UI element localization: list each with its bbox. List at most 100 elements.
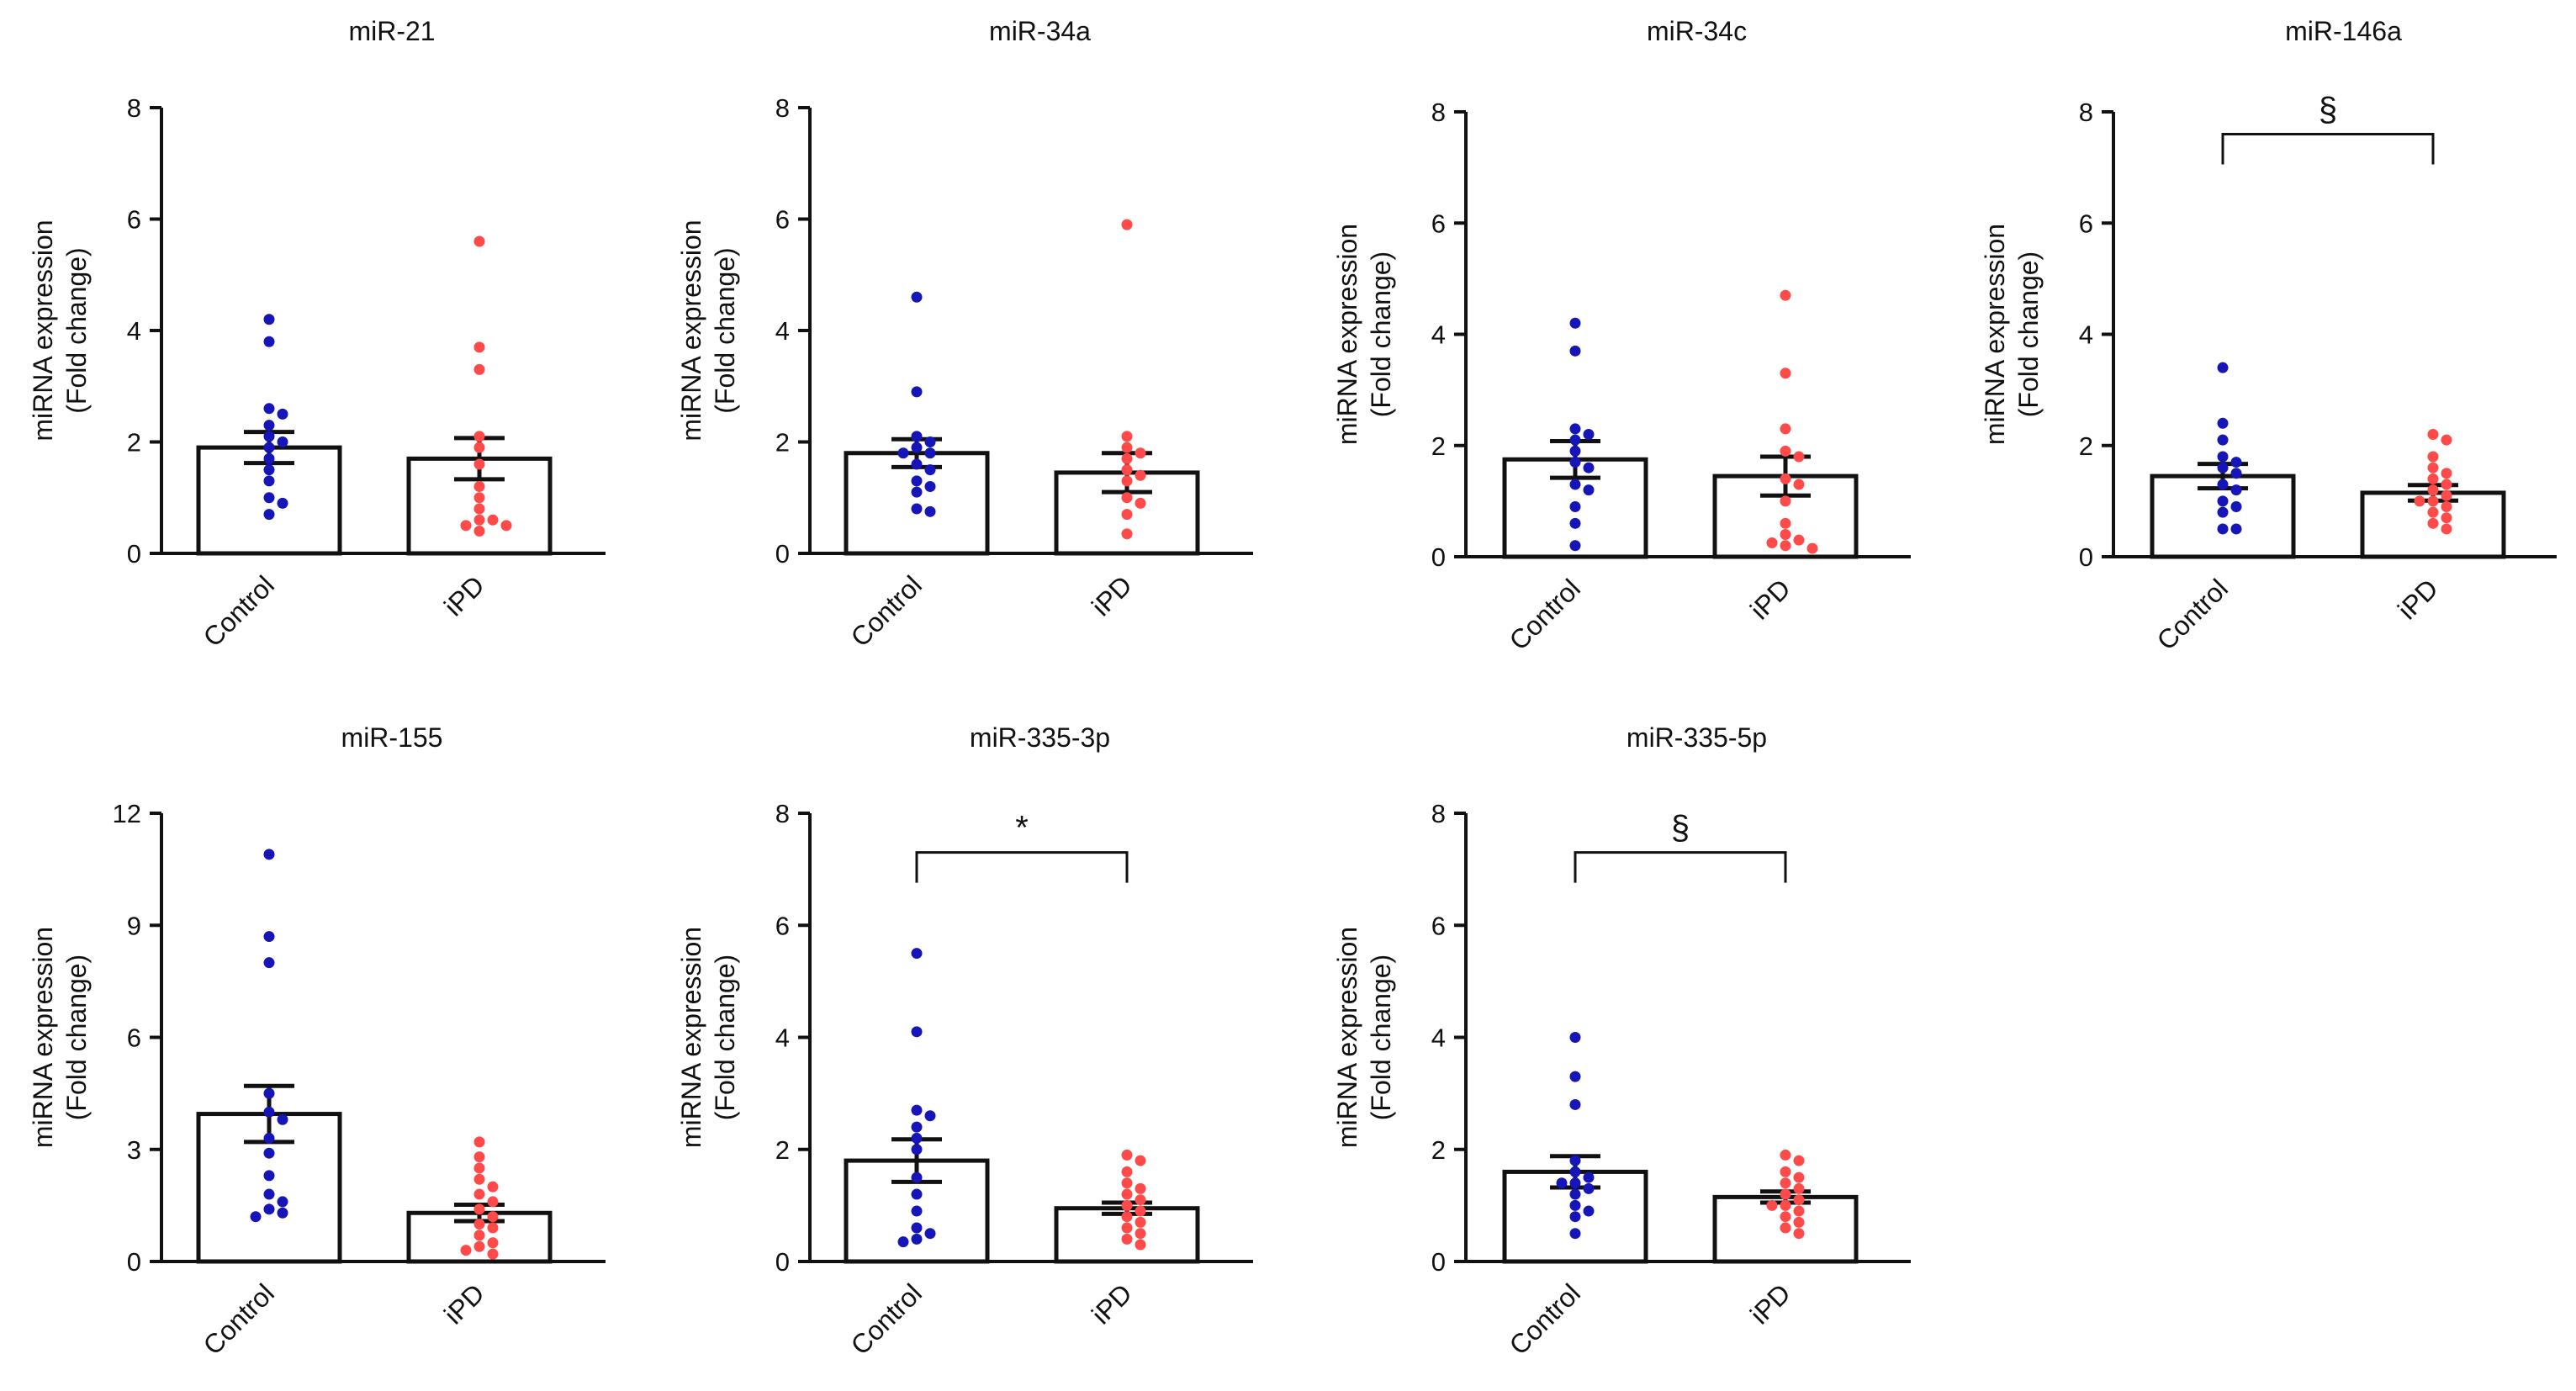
data-point-control	[2217, 451, 2229, 463]
data-point-control	[2217, 495, 2229, 507]
data-point-control	[911, 1233, 923, 1245]
data-point-control	[1583, 484, 1595, 496]
chart-panel: miR-21 miRNA expression (Fold change) 0 2 4 6 8…	[28, 16, 606, 653]
data-point-ipd	[1780, 1149, 1791, 1161]
y-tick-label: 6	[127, 205, 141, 235]
data-point-ipd	[487, 1248, 499, 1260]
data-point-ipd	[1121, 464, 1133, 476]
data-point-control	[911, 475, 923, 487]
data-point-control	[2217, 462, 2229, 473]
data-point-ipd	[487, 1181, 499, 1193]
data-point-control	[911, 1121, 923, 1133]
data-point-control	[263, 452, 275, 464]
data-point-control	[924, 1228, 936, 1240]
y-axis-label-line: (Fold change)	[61, 955, 92, 1120]
data-point-control	[911, 1104, 923, 1116]
data-point-control	[1583, 1182, 1595, 1194]
y-axis-label-line: miRNA expression	[28, 927, 58, 1148]
y-tick-label: 2	[775, 1135, 790, 1165]
chart-title: miR-21	[348, 16, 435, 46]
y-tick-label: 8	[1431, 98, 1446, 127]
y-tick-label: 8	[2079, 98, 2093, 127]
data-point-ipd	[1780, 1188, 1791, 1200]
data-point-control	[263, 314, 275, 325]
data-point-control	[2230, 484, 2242, 496]
data-point-control	[2217, 506, 2229, 518]
data-point-control	[1569, 345, 1581, 357]
data-point-ipd	[1121, 219, 1133, 230]
category-label: Control	[2151, 573, 2234, 655]
data-point-control	[277, 408, 288, 420]
data-point-control	[911, 486, 923, 498]
data-point-ipd	[473, 431, 485, 442]
data-point-ipd	[1806, 542, 1818, 554]
data-point-control	[911, 948, 923, 960]
data-point-control	[924, 481, 936, 492]
data-point-control	[250, 1211, 262, 1223]
y-axis-label-line: (Fold change)	[710, 247, 740, 413]
data-point-ipd	[1793, 534, 1805, 546]
data-point-control	[897, 447, 909, 459]
category-label: iPD	[438, 569, 490, 621]
y-tick-label: 2	[1431, 1135, 1446, 1165]
y-axis-label: miRNA expression (Fold change)	[676, 927, 740, 1148]
data-point-control	[2230, 468, 2242, 479]
y-tick-label: 4	[127, 316, 141, 346]
category-label: Control	[1504, 1277, 1586, 1360]
data-point-ipd	[460, 520, 472, 532]
data-point-control	[1583, 1205, 1595, 1217]
data-point-control	[263, 431, 275, 442]
data-point-ipd	[1793, 1155, 1805, 1166]
category-label: Control	[198, 1277, 280, 1360]
data-point-control	[1569, 457, 1581, 468]
data-point-control	[263, 509, 275, 521]
y-tick-label: 4	[2079, 320, 2093, 350]
category-label: Control	[198, 569, 280, 652]
data-point-control	[911, 442, 923, 453]
y-tick-label: 9	[127, 911, 141, 940]
data-point-ipd	[473, 1151, 485, 1163]
data-point-control	[1569, 1177, 1581, 1189]
data-point-ipd	[1135, 1182, 1146, 1194]
chart-title: miR-34a	[989, 16, 1091, 46]
data-point-ipd	[500, 520, 512, 532]
category-label: Control	[845, 1277, 928, 1360]
category-label: Control	[1504, 573, 1586, 655]
data-point-control	[924, 1110, 936, 1122]
data-point-control	[263, 336, 275, 347]
y-axis-label-line: (Fold change)	[2013, 251, 2044, 417]
data-point-ipd	[1121, 442, 1133, 453]
data-point-control	[263, 1170, 275, 1182]
y-tick-label: 0	[127, 1247, 141, 1277]
chart-panel: miR-155 miRNA expression (Fold change) 0 3 6 9…	[28, 722, 606, 1361]
data-point-control	[277, 436, 288, 447]
data-point-ipd	[473, 363, 485, 375]
data-point-ipd	[1780, 1199, 1791, 1211]
data-point-ipd	[1793, 451, 1805, 463]
data-point-control	[1569, 540, 1581, 552]
data-point-ipd	[1793, 1228, 1805, 1240]
data-point-ipd	[1121, 475, 1133, 487]
data-point-ipd	[473, 526, 485, 537]
data-point-ipd	[473, 1188, 485, 1200]
data-point-ipd	[487, 1196, 499, 1208]
data-point-ipd	[2441, 500, 2452, 512]
data-point-ipd	[2427, 473, 2439, 484]
data-point-control	[263, 1147, 275, 1159]
data-point-control	[1569, 1071, 1581, 1082]
data-point-control	[911, 458, 923, 470]
y-tick-label: 4	[1431, 320, 1446, 350]
data-point-ipd	[1135, 469, 1146, 481]
y-tick-label: 2	[775, 428, 790, 457]
data-point-control	[1583, 462, 1595, 473]
chart-panel: miR-34c miRNA expression (Fold change) 0 2 4 6…	[1332, 16, 1911, 656]
data-point-ipd	[1780, 495, 1791, 507]
data-point-ipd	[1780, 1177, 1791, 1189]
data-point-ipd	[1121, 1222, 1133, 1234]
data-point-ipd	[1793, 1216, 1805, 1228]
data-point-ipd	[1135, 1194, 1146, 1206]
significance-bracket	[1574, 851, 1787, 883]
data-point-control	[1556, 1177, 1568, 1189]
y-tick-label: 8	[775, 93, 790, 123]
y-axis-label-line: miRNA expression	[1332, 224, 1362, 445]
